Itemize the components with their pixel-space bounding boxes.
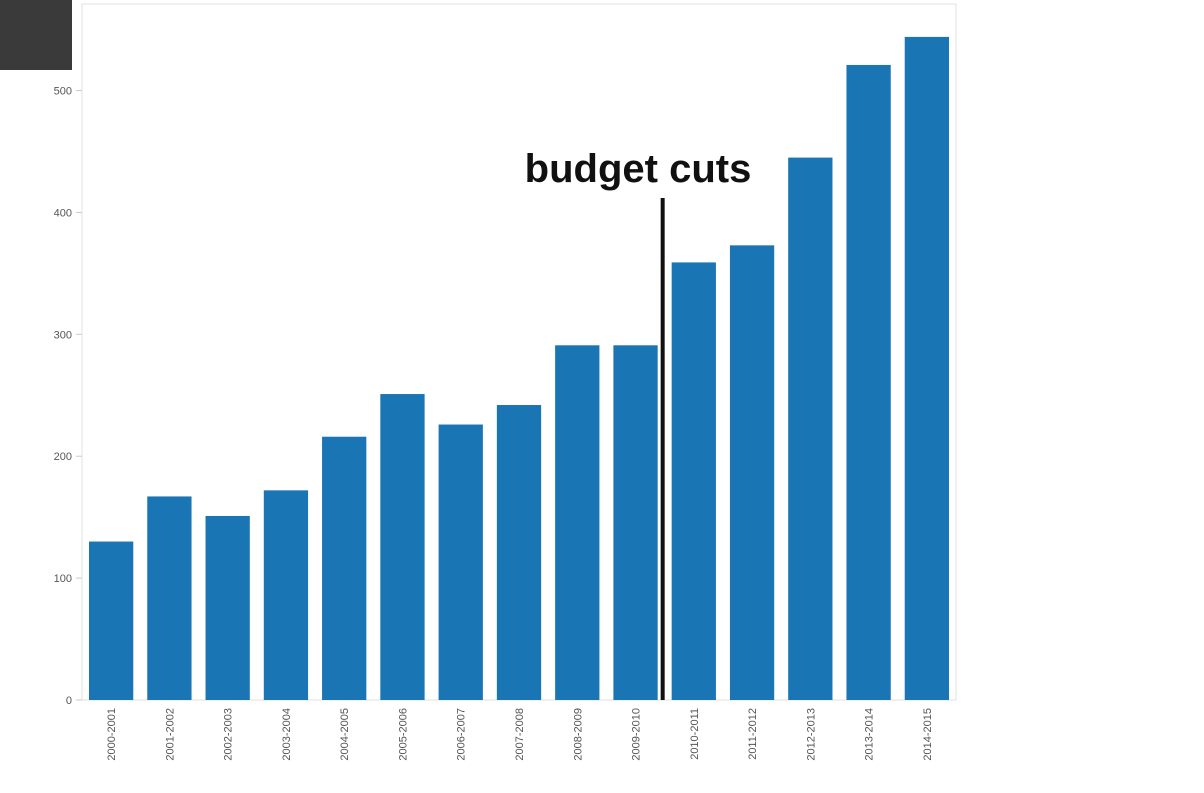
x-tick-label: 2007-2008: [514, 708, 526, 761]
x-tick-label: 2012-2013: [805, 708, 817, 761]
bar: [147, 496, 192, 700]
x-tick-label: 2006-2007: [456, 708, 468, 761]
x-tick-label: 2004-2005: [339, 708, 351, 761]
bar: [263, 490, 309, 700]
x-tick-label: 2008-2009: [572, 708, 584, 761]
bar: [438, 424, 483, 700]
x-tick-label: 2009-2010: [631, 708, 643, 761]
bar: [613, 345, 658, 700]
y-tick-label: 500: [54, 86, 72, 98]
y-tick-label: 200: [54, 451, 72, 463]
y-tick-label: 400: [54, 207, 72, 219]
y-tick-label: 0: [66, 695, 72, 707]
x-tick-label: 2013-2014: [864, 708, 876, 761]
bar: [496, 405, 542, 700]
x-tick-label: 2014-2015: [922, 708, 934, 761]
x-tick-label: 2005-2006: [397, 708, 409, 761]
bar: [205, 515, 250, 700]
y-tick-label: 300: [54, 329, 72, 341]
bar: [322, 436, 367, 700]
bar: [671, 262, 716, 700]
bar: [380, 394, 425, 700]
x-tick-label: 2001-2002: [164, 708, 176, 761]
bar: [846, 64, 891, 701]
bar: [88, 541, 134, 700]
x-tick-label: 2000-2001: [106, 708, 118, 761]
annotation: budget cuts: [525, 147, 752, 191]
bar: [904, 36, 950, 700]
x-tick-label: 2010-2011: [689, 708, 701, 760]
video-thumbnail: [0, 0, 72, 70]
bar: [788, 157, 833, 700]
x-tick-label: 2002-2003: [223, 708, 235, 761]
bar: [555, 345, 600, 700]
x-tick-label: 2011-2012: [747, 708, 759, 760]
x-tick-label: 2003-2004: [281, 708, 293, 761]
bar: [729, 245, 775, 700]
y-tick-label: 100: [54, 573, 72, 585]
